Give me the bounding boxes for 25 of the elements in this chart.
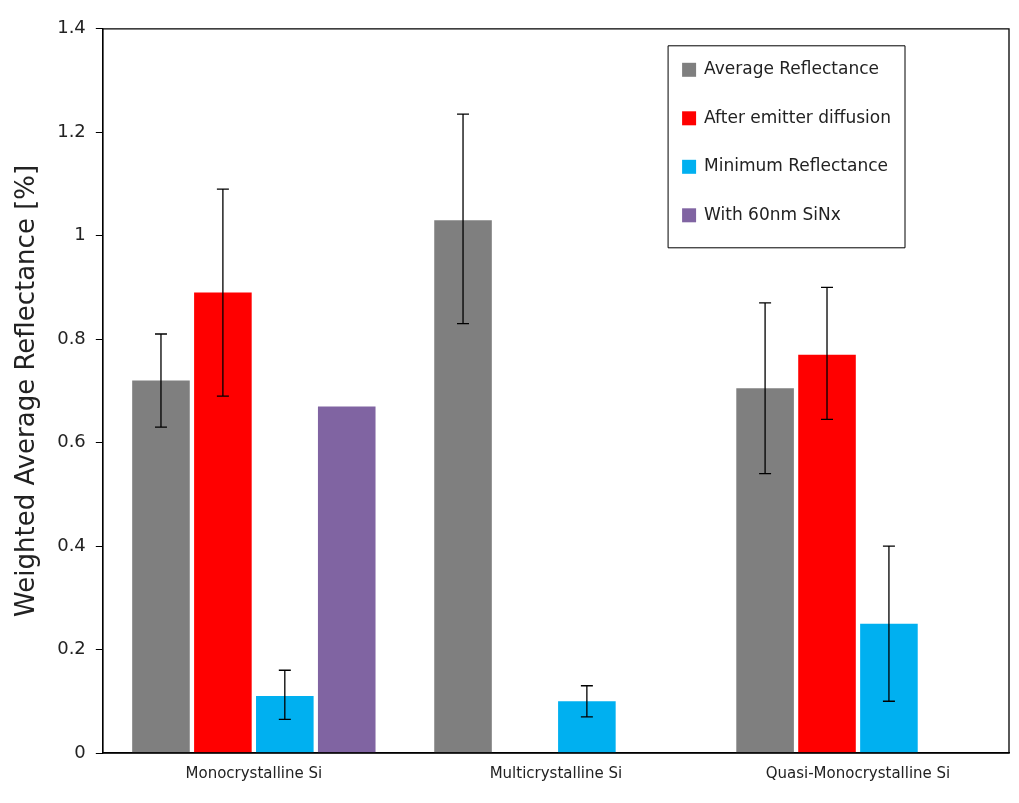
x-tick-label: Quasi-Monocrystalline Si xyxy=(765,763,951,782)
bar xyxy=(317,406,376,753)
y-tick-label: 0.6 xyxy=(57,430,86,452)
y-tick-label: 0.8 xyxy=(57,326,86,348)
y-tick-label: 1.4 xyxy=(57,16,86,38)
y-axis-title: Weighted Average Reflectance [%] xyxy=(10,164,41,617)
x-tick-label: Monocrystalline Si xyxy=(185,763,323,782)
x-tick-label: Multicrystalline Si xyxy=(489,763,623,782)
bar xyxy=(798,354,856,753)
legend-label: Minimum Reflectance xyxy=(704,155,888,176)
bar xyxy=(434,220,492,753)
legend-label: With 60nm SiNx xyxy=(704,203,841,224)
y-tick-label: 1.2 xyxy=(57,119,86,141)
y-tick-label: 0 xyxy=(74,740,86,762)
bar xyxy=(860,623,918,753)
bar xyxy=(132,380,190,753)
bar xyxy=(736,388,794,753)
bar xyxy=(194,292,252,753)
y-tick-label: 1 xyxy=(74,223,86,245)
y-tick-label: 0.4 xyxy=(57,533,86,555)
bar xyxy=(256,696,314,753)
legend-label: Average Reflectance xyxy=(704,58,879,79)
bar xyxy=(558,701,616,753)
y-tick-label: 0.2 xyxy=(57,637,86,659)
legend-label: After emitter diffusion xyxy=(704,106,892,127)
